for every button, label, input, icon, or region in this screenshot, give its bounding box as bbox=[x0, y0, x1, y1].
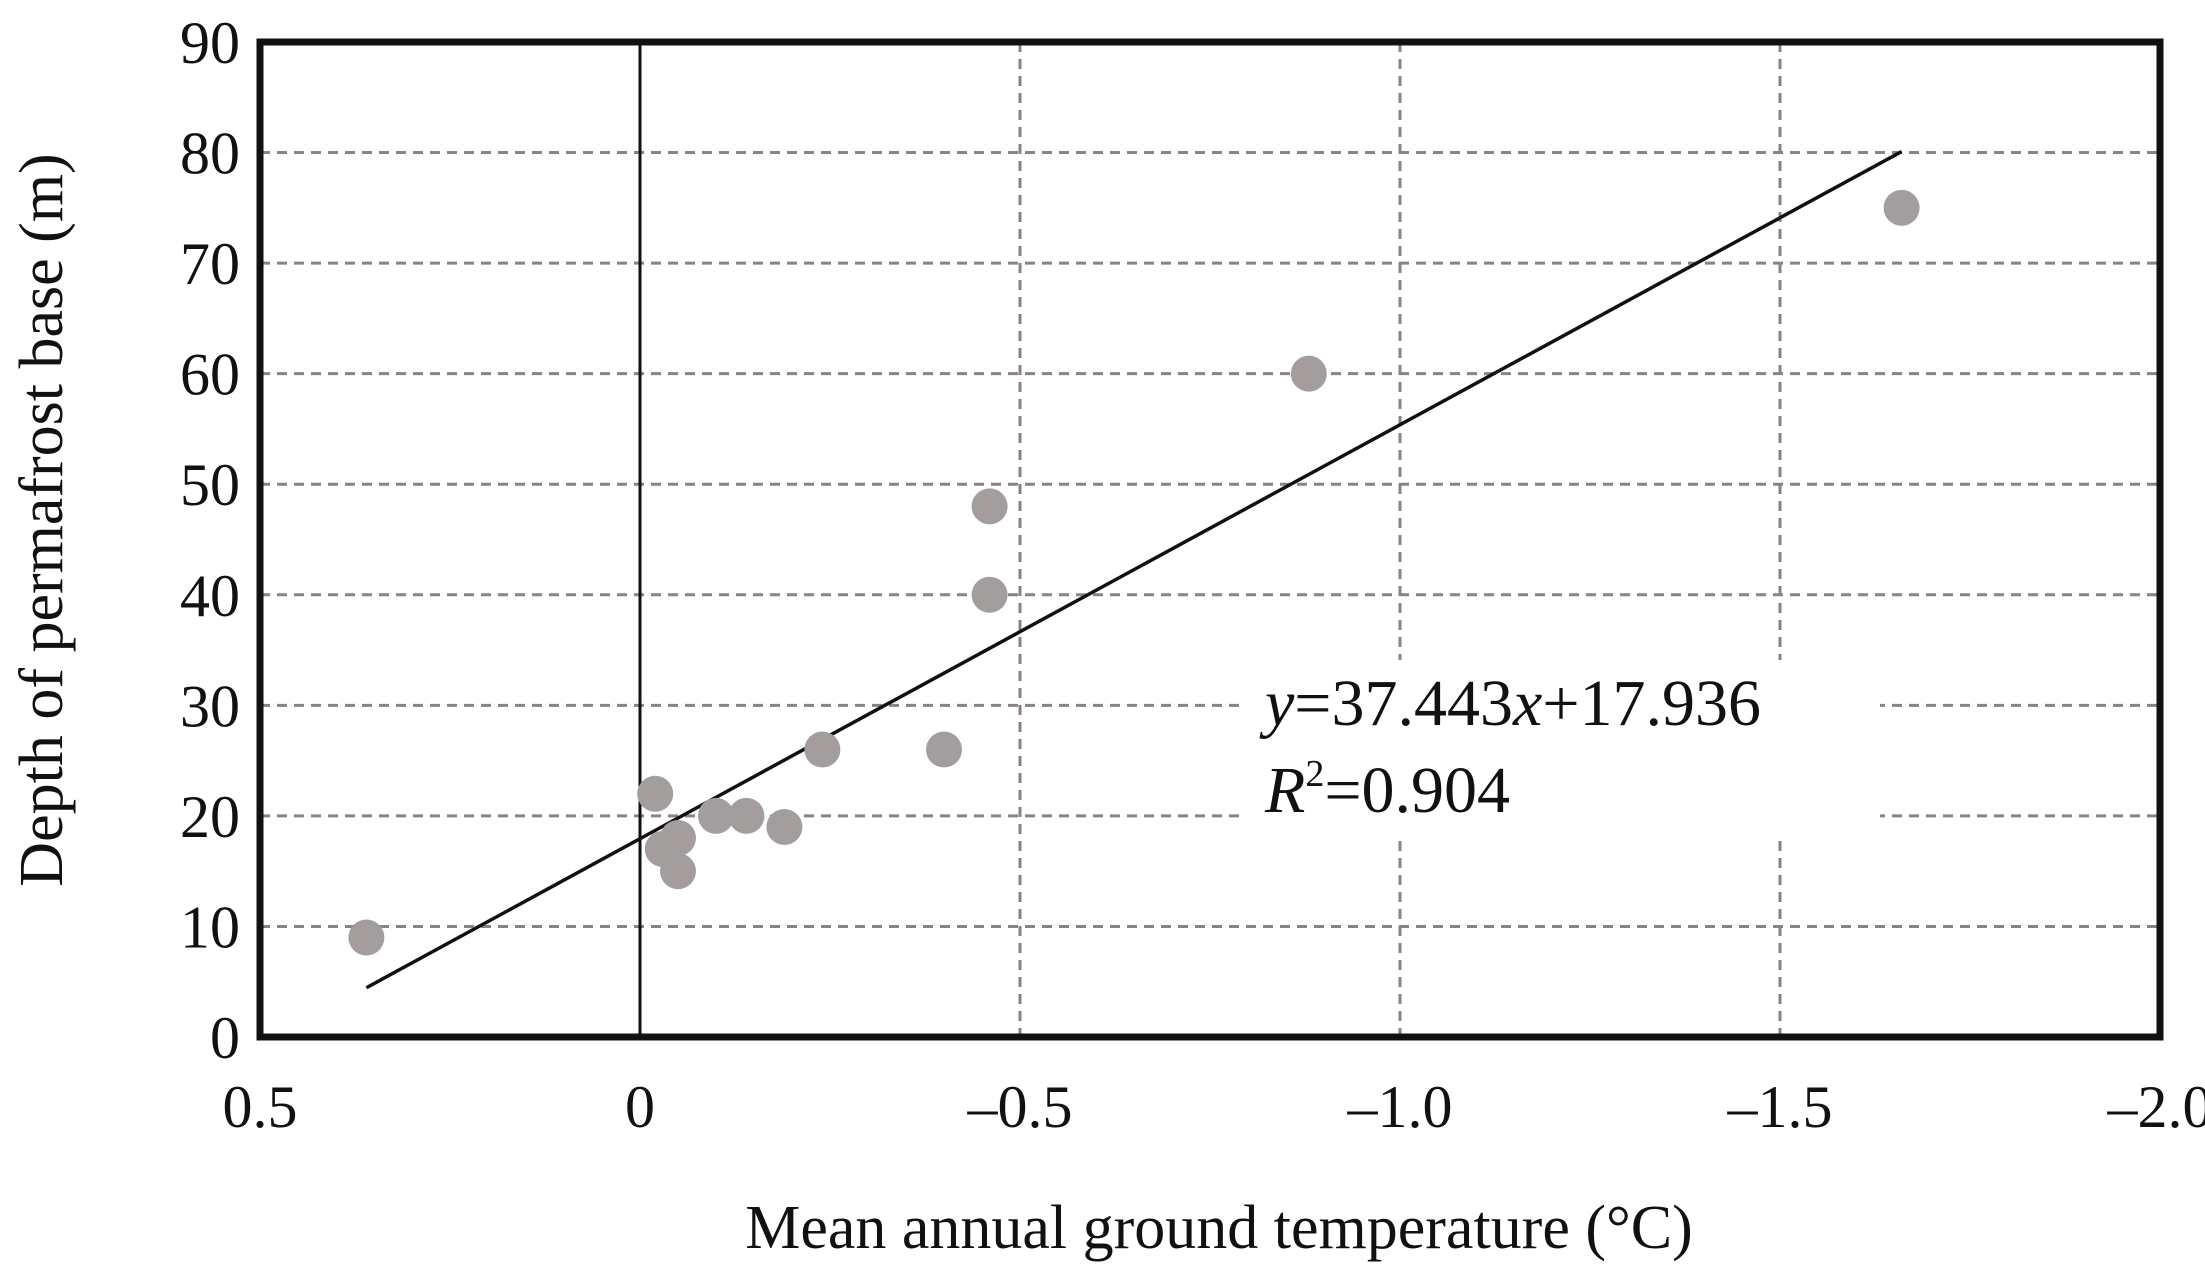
r-exponent: 2 bbox=[1305, 753, 1324, 795]
y-tick-label: 90 bbox=[180, 10, 240, 76]
x-tick-label: –0.5 bbox=[967, 1074, 1073, 1140]
r-squared-label: R2=0.904 bbox=[1264, 753, 1510, 827]
trendline-equation: y=37.443x+17.936 bbox=[1259, 667, 1761, 740]
y-tick-labels: 0 10 20 30 40 50 60 70 80 90 bbox=[180, 10, 240, 1071]
data-point bbox=[1290, 355, 1327, 392]
equation-intercept: +17.936 bbox=[1542, 667, 1761, 740]
r-symbol: R bbox=[1264, 754, 1305, 827]
x-tick-labels: 0.5 0 –0.5 –1.0 –1.5 –2.0 bbox=[223, 1074, 2205, 1140]
data-point bbox=[698, 797, 734, 834]
plot-frame bbox=[256, 38, 2164, 1041]
equation-x-symbol: x bbox=[1512, 667, 1542, 740]
x-tick-label: –2.0 bbox=[2107, 1074, 2205, 1140]
y-tick-label: 80 bbox=[180, 121, 240, 187]
data-point bbox=[926, 731, 962, 768]
x-tick-label: –1.5 bbox=[1727, 1074, 1833, 1140]
data-point bbox=[971, 576, 1008, 613]
x-tick-label: 0 bbox=[625, 1074, 655, 1140]
data-point bbox=[348, 919, 385, 956]
y-tick-label: 0 bbox=[210, 1005, 240, 1071]
y-tick-label: 40 bbox=[180, 563, 240, 629]
data-point bbox=[728, 797, 765, 834]
y-tick-label: 20 bbox=[180, 784, 240, 850]
trendline bbox=[365, 150, 1903, 990]
data-point bbox=[660, 853, 696, 890]
y-axis-title: Depth of permafrost base (m) bbox=[8, 153, 76, 886]
y-tick-label: 60 bbox=[180, 342, 240, 408]
data-points bbox=[348, 189, 1920, 956]
equation-y-symbol: y bbox=[1259, 667, 1295, 740]
x-tick-label: –1.0 bbox=[1347, 1074, 1453, 1140]
x-tick-label: 0.5 bbox=[223, 1074, 298, 1140]
data-point bbox=[804, 731, 841, 768]
data-point bbox=[971, 488, 1008, 525]
annotation-background bbox=[1245, 660, 1880, 840]
r-squared-value: =0.904 bbox=[1324, 754, 1510, 827]
y-tick-label: 30 bbox=[180, 673, 240, 739]
data-point bbox=[637, 775, 674, 812]
y-tick-label: 50 bbox=[180, 452, 240, 518]
x-axis-title: Mean annual ground temperature (°C) bbox=[745, 1194, 1693, 1262]
equation-slope: =37.443 bbox=[1294, 667, 1513, 740]
data-point bbox=[1883, 189, 1920, 226]
data-point bbox=[660, 820, 696, 856]
data-point bbox=[766, 808, 803, 845]
y-tick-label: 10 bbox=[180, 894, 240, 960]
grid-lines bbox=[260, 42, 2160, 1037]
y-tick-label: 70 bbox=[180, 231, 240, 297]
